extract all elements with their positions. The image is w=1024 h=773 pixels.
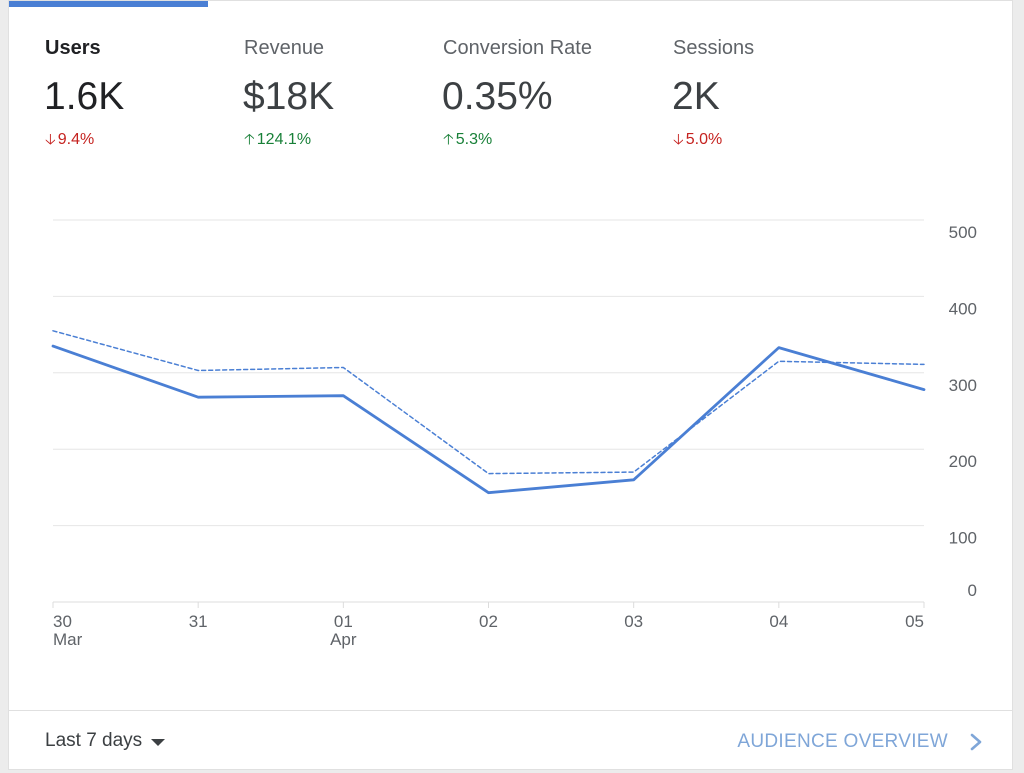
metric-label: Conversion Rate <box>443 37 592 59</box>
date-range-label: Last 7 days <box>45 730 143 751</box>
x-tick-label: 05 <box>905 612 924 631</box>
arrow-down-icon: 🡣 <box>45 131 56 148</box>
x-tick-month-label: Apr <box>330 630 357 649</box>
metric-label: Sessions <box>673 37 755 59</box>
active-metric-indicator <box>9 1 208 7</box>
metric-delta-value: 5.0% <box>685 131 723 148</box>
x-tick-label: 03 <box>624 612 643 631</box>
metric-label: Revenue <box>244 37 325 59</box>
arrow-down-icon: 🡣 <box>673 131 684 148</box>
analytics-card: Users 1.6K 🡣 9.4% Revenue $18K 🡡 124.1% Co… <box>8 0 1013 770</box>
arrow-up-icon: 🡡 <box>244 131 255 148</box>
metric-delta: 🡡 5.3% <box>443 129 492 154</box>
footer-divider <box>9 710 1012 711</box>
metric-delta-value: 124.1% <box>256 131 312 148</box>
metric-delta: 🡣 9.4% <box>45 129 94 154</box>
metric-value: 1.6K <box>44 75 125 118</box>
metric-delta: 🡣 5.0% <box>673 129 722 154</box>
chevron-right-icon <box>970 733 982 751</box>
metric-label: Users <box>45 37 101 59</box>
metric-delta: 🡡 124.1% <box>244 129 311 154</box>
metric-delta-value: 5.3% <box>455 131 493 148</box>
metric-value: 2K <box>672 75 720 118</box>
x-tick-label: 02 <box>479 612 498 631</box>
x-tick-label: 01 <box>334 612 353 631</box>
y-tick-label: 100 <box>949 529 977 548</box>
y-tick-label: 400 <box>949 299 977 318</box>
y-tick-label: 500 <box>949 223 977 242</box>
metric-value: 0.35% <box>442 75 553 118</box>
current-series-line <box>51 344 926 495</box>
y-tick-label: 300 <box>949 376 977 395</box>
y-tick-label: 200 <box>949 452 977 471</box>
x-tick-month-label: Mar <box>53 630 83 649</box>
date-range-dropdown[interactable]: Last 7 days <box>45 729 166 753</box>
audience-overview-label: AUDIENCE OVERVIEW <box>737 731 948 752</box>
metric-delta-value: 9.4% <box>57 131 95 148</box>
x-tick-label: 30 <box>53 612 72 631</box>
audience-overview-link[interactable]: AUDIENCE OVERVIEW <box>737 729 982 755</box>
caret-down-icon <box>151 738 166 746</box>
y-tick-label: 0 <box>968 581 977 600</box>
x-tick-label: 04 <box>769 612 788 631</box>
arrow-up-icon: 🡡 <box>443 131 454 148</box>
metric-value: $18K <box>243 75 335 118</box>
x-tick-label: 31 <box>189 612 208 631</box>
comparison-series-line <box>52 330 925 475</box>
